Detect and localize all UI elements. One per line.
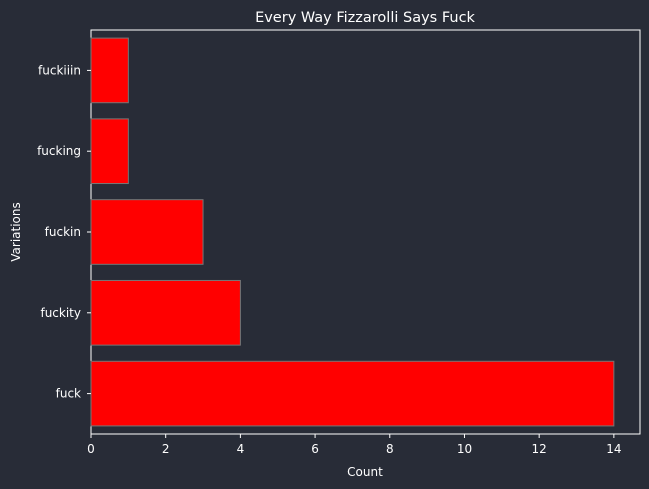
- x-tick-label: 4: [237, 442, 245, 456]
- y-tick-label: fuckiiin: [38, 63, 81, 77]
- x-tick-label: 2: [162, 442, 170, 456]
- bars-group: [90, 37, 615, 427]
- y-tick-label: fuckity: [40, 306, 81, 320]
- x-tick-label: 0: [87, 442, 95, 456]
- bar-fuck: [90, 360, 615, 427]
- bar-fuckin: [90, 199, 204, 265]
- y-tick-label: fuck: [56, 387, 81, 401]
- y-tick-label: fuckin: [45, 225, 81, 239]
- y-axis-label: Variations: [9, 202, 23, 262]
- x-tick-label: 12: [532, 442, 547, 456]
- y-tick-label: fucking: [37, 144, 81, 158]
- x-tick-label: 14: [606, 442, 621, 456]
- y-axis-ticks: fuck fuckity fuckin fucking fuckiiin: [37, 63, 91, 401]
- x-tick-label: 8: [386, 442, 394, 456]
- chart-title: Every Way Fizzarolli Says Fuck: [255, 10, 475, 26]
- x-tick-label: 6: [311, 442, 319, 456]
- x-axis-ticks: 0 2 4 6 8 10 12 14: [87, 434, 621, 456]
- bar-fuckity: [90, 279, 241, 346]
- bar-fucking: [90, 118, 129, 185]
- x-axis-label: Count: [347, 465, 383, 479]
- x-tick-label: 10: [457, 442, 472, 456]
- bar-fuckiiin: [90, 37, 129, 104]
